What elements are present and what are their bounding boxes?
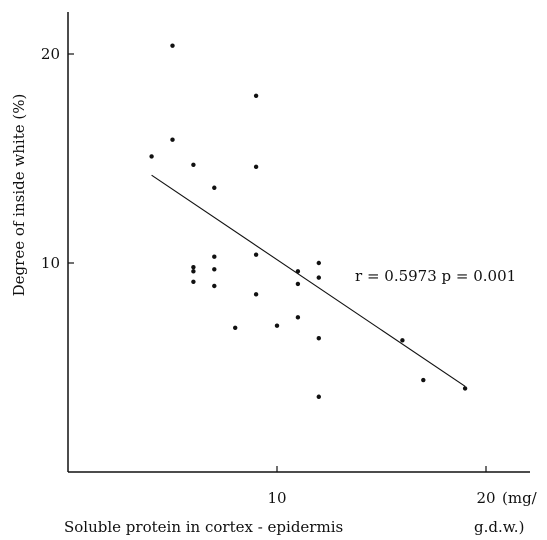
- data-point: [191, 279, 196, 285]
- data-point: [253, 164, 259, 170]
- data-point: [191, 162, 196, 167]
- y-tick-label: 10: [41, 254, 60, 272]
- data-point: [421, 377, 426, 383]
- data-point: [295, 269, 301, 274]
- axes: [67, 12, 530, 473]
- data-point: [212, 283, 217, 289]
- data-point: [295, 315, 301, 320]
- x-tick-label: 20: [476, 489, 495, 507]
- y-tick-label: 20: [41, 45, 60, 63]
- data-point: [316, 394, 321, 399]
- x-tick-label: 10: [267, 489, 286, 507]
- x-axis-label: Soluble protein in cortex - epidermis: [64, 518, 343, 536]
- data-point: [316, 336, 321, 341]
- data-point: [212, 185, 217, 190]
- data-points: [149, 43, 468, 399]
- data-point: [462, 386, 468, 391]
- data-point: [212, 267, 217, 272]
- data-point: [316, 275, 321, 280]
- data-point: [316, 260, 321, 266]
- x-axis-unit-line2: g.d.w.): [474, 518, 524, 536]
- data-point: [149, 154, 154, 159]
- data-point: [212, 254, 217, 259]
- data-point: [400, 338, 405, 343]
- data-point: [295, 281, 301, 287]
- data-point: [253, 252, 259, 257]
- data-point: [191, 269, 196, 274]
- data-point: [274, 323, 280, 328]
- data-point: [253, 292, 259, 297]
- data-point: [191, 264, 196, 270]
- ticks: 10 20 10 20: [41, 45, 496, 507]
- data-point: [233, 325, 238, 330]
- x-axis-unit-line1: (mg/: [502, 489, 538, 507]
- data-point: [170, 43, 175, 48]
- regression-line-group: [151, 174, 466, 387]
- data-point: [170, 137, 175, 142]
- correlation-annotation: r = 0.5973 p = 0.001: [355, 267, 516, 285]
- data-point: [253, 93, 259, 99]
- y-axis-label: Degree of inside white (%): [10, 94, 28, 297]
- regression-line: [151, 174, 466, 387]
